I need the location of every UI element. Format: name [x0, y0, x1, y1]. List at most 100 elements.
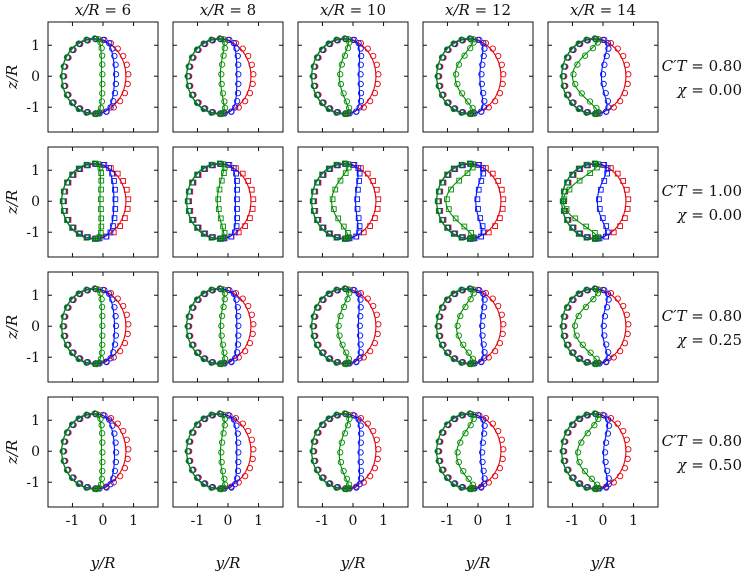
green-marker — [568, 474, 576, 482]
green-marker — [450, 231, 457, 237]
green-marker — [221, 104, 229, 112]
green-marker — [99, 80, 106, 88]
green-marker — [575, 290, 582, 297]
green-marker — [455, 61, 463, 68]
blue-marker — [106, 165, 112, 171]
blue-marker — [602, 89, 609, 97]
green-marker — [60, 313, 67, 320]
green-marker — [216, 285, 223, 292]
green-marker — [444, 225, 450, 231]
blue-marker — [599, 215, 606, 221]
green-marker — [575, 415, 582, 422]
blue-marker — [603, 304, 611, 311]
green-marker — [208, 36, 215, 43]
blue-marker — [351, 36, 358, 44]
column-titles: x/R = 6 x/R = 8 x/R = 10 x/R = 12 x/R = 14 — [75, 1, 636, 19]
blue-marker — [605, 422, 613, 429]
green-marker — [468, 485, 475, 493]
green-marker — [589, 44, 597, 52]
blue-marker — [467, 410, 474, 418]
red-marker — [499, 80, 506, 88]
blue-marker — [355, 416, 362, 423]
green-marker — [337, 177, 344, 184]
green-marker — [99, 341, 106, 348]
red-marker — [241, 347, 249, 355]
x-tick-label: 1 — [129, 513, 138, 529]
blue-marker — [112, 332, 119, 339]
red-marker — [614, 45, 621, 52]
green-marker — [215, 196, 222, 203]
green-marker — [468, 236, 475, 242]
blue-marker — [357, 45, 364, 52]
green-marker — [583, 359, 590, 366]
green-marker — [91, 35, 98, 42]
green-marker — [93, 110, 100, 118]
red-marker — [372, 215, 378, 221]
red-marker — [248, 436, 255, 443]
blue-marker — [480, 467, 487, 475]
red-marker — [125, 321, 132, 328]
green-marker — [91, 485, 98, 493]
green-curve — [436, 287, 474, 365]
green-marker — [444, 171, 450, 178]
row-label-ct: C′T = 0.80 — [662, 57, 742, 75]
red-marker — [245, 302, 252, 310]
red-marker — [249, 455, 256, 463]
green-marker — [200, 290, 207, 297]
green-marker — [346, 415, 353, 423]
x-tick-label: 0 — [474, 513, 483, 529]
green-marker — [458, 359, 465, 366]
green-marker — [194, 171, 200, 178]
green-marker — [570, 71, 577, 78]
blue-marker — [601, 61, 608, 68]
red-marker — [124, 455, 131, 463]
green-marker — [208, 234, 215, 241]
green-marker — [343, 485, 350, 493]
green-marker — [185, 208, 192, 214]
blue-marker — [233, 170, 239, 177]
green-marker — [591, 422, 598, 429]
red-marker — [495, 178, 502, 184]
blue-marker — [226, 412, 233, 419]
green-marker — [68, 46, 76, 53]
blue-marker — [603, 358, 610, 366]
green-marker — [450, 480, 457, 488]
red-marker — [107, 414, 114, 422]
green-marker — [460, 467, 467, 475]
blue-marker — [477, 215, 484, 221]
green-marker — [193, 421, 201, 428]
green-marker — [221, 355, 229, 362]
blue-marker — [109, 45, 116, 52]
green-marker — [434, 448, 441, 455]
green-marker — [98, 296, 105, 303]
x-axis-label: y/R — [465, 554, 491, 572]
blue-marker — [235, 439, 242, 446]
red-marker — [492, 223, 498, 229]
panel-r2-c3 — [297, 146, 409, 258]
red-marker — [121, 89, 129, 97]
green-marker — [588, 475, 596, 482]
green-marker — [220, 430, 227, 437]
green-marker — [59, 73, 66, 80]
green-marker — [467, 422, 474, 429]
red-marker — [607, 289, 614, 297]
green-marker — [208, 359, 215, 366]
blue-marker — [111, 341, 119, 348]
green-marker — [595, 415, 602, 423]
green-marker — [587, 170, 594, 176]
green-marker — [318, 296, 326, 303]
red-marker — [249, 330, 256, 338]
blue-marker — [226, 287, 233, 294]
blue-marker — [601, 178, 608, 184]
blue-marker — [357, 430, 365, 437]
red-marker — [232, 414, 239, 422]
green-marker — [313, 304, 321, 311]
red-marker — [120, 178, 127, 184]
green-marker — [99, 61, 106, 68]
blue-marker — [476, 287, 483, 294]
blue-marker — [103, 108, 110, 115]
red-marker — [242, 223, 248, 229]
red-marker — [485, 104, 492, 111]
green-curve — [61, 412, 103, 490]
